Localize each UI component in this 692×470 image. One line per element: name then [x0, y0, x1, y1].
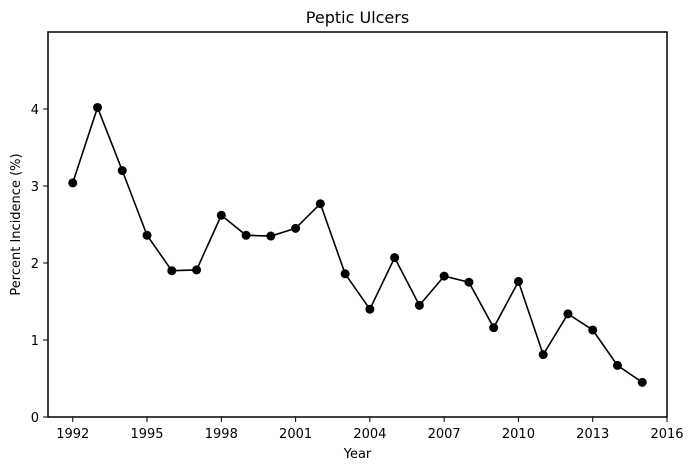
y-axis-label: Percent Incidence (%) [9, 153, 24, 295]
data-point [340, 269, 350, 279]
data-point [365, 304, 375, 314]
data-point [167, 266, 177, 276]
data-point [117, 166, 127, 176]
y-tick-label: 1 [31, 334, 39, 349]
axis-ticks: 1992 1995 1998 2001 2004 2007 2010 2013 2016 0 1 2 3… [31, 103, 684, 442]
data-point [414, 300, 424, 310]
x-tick-label: 1992 [56, 427, 89, 442]
data-point [612, 360, 622, 370]
x-tick-label: 2007 [428, 427, 461, 442]
x-tick-label: 1995 [130, 427, 163, 442]
plot-frame [47, 31, 668, 418]
data-point [464, 277, 474, 287]
y-tick-label: 2 [31, 257, 39, 272]
data-point [266, 231, 276, 241]
data-point [489, 323, 499, 333]
x-tick-label: 2013 [576, 427, 609, 442]
data-point [390, 253, 400, 263]
data-point [68, 178, 78, 188]
data-point [93, 102, 103, 112]
series-line [71, 105, 643, 384]
x-axis-label: Year [343, 447, 372, 462]
data-point [439, 271, 449, 281]
data-point [142, 230, 152, 240]
data-point [216, 210, 226, 220]
x-tick-label: 2004 [353, 427, 386, 442]
data-point [192, 265, 202, 275]
y-tick-label: 3 [31, 180, 39, 195]
data-point [315, 199, 325, 209]
data-point [538, 350, 548, 360]
y-tick-label: 0 [31, 411, 39, 426]
x-tick-label: 1998 [205, 427, 238, 442]
x-tick-label: 2001 [279, 427, 312, 442]
data-point [637, 377, 647, 387]
x-tick-label: 2010 [502, 427, 535, 442]
y-tick-label: 4 [31, 103, 39, 118]
data-point [291, 223, 301, 233]
data-series [68, 102, 647, 387]
chart-title: Peptic Ulcers [306, 8, 409, 27]
data-point [588, 325, 598, 335]
data-point [513, 276, 523, 286]
x-tick-label: 2016 [650, 427, 683, 442]
data-point [241, 230, 251, 240]
data-point [563, 309, 573, 319]
